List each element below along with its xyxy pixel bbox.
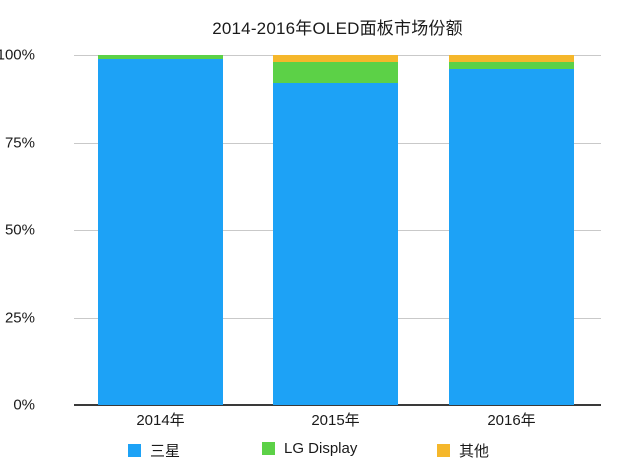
plot-area: 0% 25% 50% 75% 100%: [0, 47, 601, 414]
bar-segment-LG Display: [273, 62, 398, 83]
y-axis-tick-label: 0%: [13, 396, 35, 414]
x-axis-label: 2014年: [136, 412, 185, 429]
bar-segment-其他: [449, 55, 574, 62]
y-axis-tick-label: 75%: [4, 134, 35, 151]
x-axis-label: 2016年: [487, 412, 536, 429]
stacked-bar-2014年: [98, 55, 223, 405]
x-axis-line: [74, 404, 601, 406]
bar-segment-三星: [449, 69, 574, 405]
bar-segment-其他: [273, 55, 398, 62]
legend-label: 三星: [150, 443, 181, 460]
stacked-bar-2016年: [449, 55, 574, 405]
legend-item-三星: 三星: [128, 440, 180, 461]
bar-segment-三星: [98, 58, 223, 405]
x-axis-label: 2015年: [311, 412, 360, 429]
legend-swatch-icon: [262, 442, 275, 455]
bar-segment-三星: [273, 83, 398, 405]
stacked-bar-2015年: [273, 55, 398, 405]
legend-swatch-icon: [128, 444, 141, 457]
y-axis-tick-label: 50%: [4, 221, 35, 239]
chart-title: 2014-2016年OLED面板市场份额: [212, 19, 463, 38]
legend-swatch-icon: [437, 444, 450, 457]
bar-segment-LG Display: [98, 55, 223, 59]
legend-label: 其他: [459, 443, 490, 460]
y-axis-tick-label: 25%: [4, 309, 35, 326]
legend: 三星 LG Display 其他: [0, 440, 630, 460]
bar-segment-LG Display: [449, 62, 574, 69]
y-axis-tick-label: 100%: [0, 46, 35, 64]
legend-item-LG Display: LG Display: [262, 440, 357, 457]
legend-item-其他: 其他: [437, 440, 489, 461]
legend-label: LG Display: [284, 440, 358, 457]
